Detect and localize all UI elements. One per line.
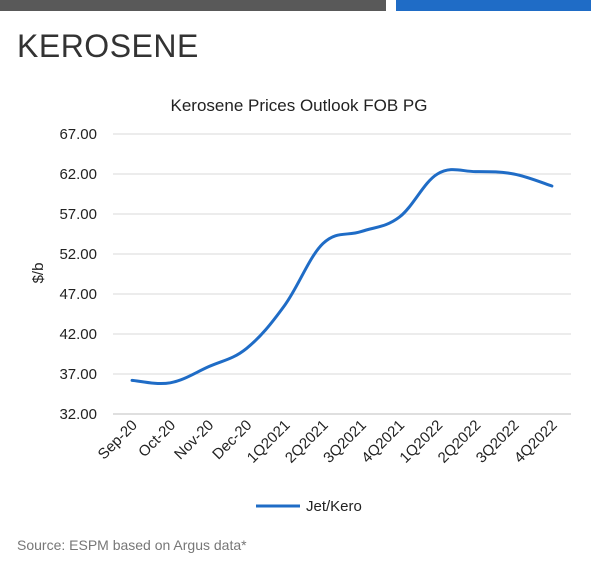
header-accent-bar-dark bbox=[0, 0, 386, 11]
panel-title: KEROSENE bbox=[17, 28, 199, 64]
series-layer bbox=[130, 168, 554, 386]
y-tick-label: 62.00 bbox=[59, 166, 97, 183]
grid-lines bbox=[113, 133, 571, 415]
y-tick-label: 57.00 bbox=[59, 206, 97, 223]
source-note: Source: ESPM based on Argus data* bbox=[17, 537, 247, 553]
x-tick-label: Nov-20 bbox=[171, 417, 217, 463]
y-tick-label: 42.00 bbox=[59, 326, 97, 343]
y-tick-labels: 32.00 37.00 42.00 47.00 52.00 57.00 62.00 67.00 bbox=[59, 126, 97, 423]
y-tick-label: 32.00 bbox=[59, 406, 97, 423]
legend-label-jet-kero: Jet/Kero bbox=[306, 498, 362, 515]
y-tick-label: 47.00 bbox=[59, 286, 97, 303]
series-line-jet-kero bbox=[130, 168, 554, 386]
y-axis-label: $/b bbox=[30, 263, 47, 284]
x-tick-label: Sep-20 bbox=[95, 417, 141, 463]
y-tick-label: 67.00 bbox=[59, 126, 97, 143]
header-accent-bar-blue bbox=[396, 0, 591, 11]
y-tick-label: 37.00 bbox=[59, 366, 97, 383]
x-tick-label: 4Q2022 bbox=[511, 417, 561, 467]
y-tick-label: 52.00 bbox=[59, 246, 97, 263]
chart-title: Kerosene Prices Outlook FOB PG bbox=[171, 96, 428, 115]
x-tick-label: Oct-20 bbox=[135, 417, 179, 461]
legend: Jet/Kero bbox=[256, 498, 362, 515]
kerosene-price-chart: Kerosene Prices Outlook FOB PG $/b 32.00… bbox=[30, 96, 571, 515]
x-tick-labels: Sep-20Oct-20Nov-20Dec-201Q20212Q20213Q20… bbox=[95, 417, 561, 467]
